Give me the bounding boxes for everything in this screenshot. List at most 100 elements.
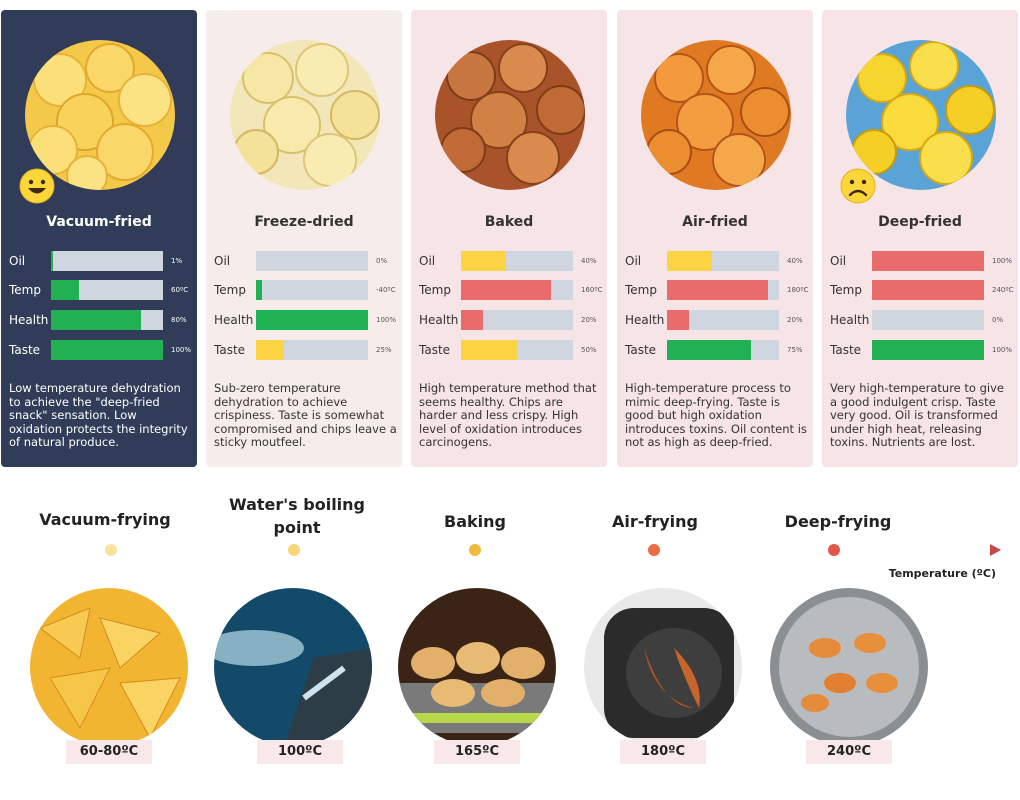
metric-bar-fill bbox=[51, 340, 163, 360]
metric-taste: Taste 100% bbox=[9, 340, 193, 362]
metric-label: Temp bbox=[214, 283, 246, 297]
metric-bar-fill bbox=[461, 251, 506, 271]
metric-value: 50% bbox=[581, 346, 597, 354]
timeline-dot bbox=[469, 544, 481, 556]
air-fryer-photo bbox=[584, 588, 742, 746]
metric-health: Health 20% bbox=[625, 310, 809, 332]
baking-oven-photo bbox=[398, 588, 556, 746]
metric-bar bbox=[872, 251, 984, 271]
vacuum-frying-photo bbox=[30, 588, 188, 746]
metric-bar bbox=[256, 280, 368, 300]
metric-oil: Oil 40% bbox=[419, 251, 603, 273]
metric-bar bbox=[667, 251, 779, 271]
metric-label: Oil bbox=[9, 254, 26, 268]
metric-bar bbox=[667, 340, 779, 360]
metric-label: Taste bbox=[9, 343, 41, 357]
card-title: Freeze-dried bbox=[254, 214, 354, 230]
temp-label-air-frying: 180ºC bbox=[620, 740, 706, 764]
metric-value: 80% bbox=[171, 316, 187, 324]
metric-bar-fill bbox=[461, 340, 517, 360]
metric-health: Health 100% bbox=[214, 310, 398, 332]
metric-value: -40ºC bbox=[376, 286, 396, 294]
metric-health: Health 20% bbox=[419, 310, 603, 332]
metric-bar bbox=[51, 310, 163, 330]
metric-bar-fill bbox=[256, 340, 284, 360]
stage-label-deep-frying: Deep-frying bbox=[784, 512, 892, 531]
air-fried-chips-photo bbox=[641, 40, 791, 190]
metric-health: Health 80% bbox=[9, 310, 193, 332]
metric-label: Taste bbox=[830, 343, 862, 357]
metric-bar bbox=[461, 340, 573, 360]
timeline-dot bbox=[648, 544, 660, 556]
metric-label: Health bbox=[419, 313, 459, 327]
metric-label: Taste bbox=[214, 343, 246, 357]
timeline-dot bbox=[288, 544, 300, 556]
metric-bar-fill bbox=[51, 280, 79, 300]
metric-label: Oil bbox=[214, 254, 231, 268]
metric-label: Taste bbox=[625, 343, 657, 357]
metric-taste: Taste 50% bbox=[419, 340, 603, 362]
metric-label: Temp bbox=[625, 283, 657, 297]
deep-fried-chips-photo bbox=[846, 40, 996, 190]
metric-value: 180ºC bbox=[787, 286, 809, 294]
timeline-axis-label: Temperature (ºC) bbox=[888, 567, 996, 580]
metric-value: 100% bbox=[992, 257, 1013, 265]
card-title: Vacuum-fried bbox=[46, 214, 152, 230]
metric-value: 75% bbox=[787, 346, 803, 354]
metric-temp: Temp 160ºC bbox=[419, 280, 603, 302]
metric-bar-fill bbox=[667, 310, 690, 330]
metric-value: 40% bbox=[581, 257, 597, 265]
metric-bar bbox=[256, 340, 368, 360]
metric-value: 40% bbox=[787, 257, 803, 265]
metric-bar-fill bbox=[667, 340, 751, 360]
card-description: Sub-zero temperature dehydration to achi… bbox=[214, 381, 397, 450]
metric-bar bbox=[51, 280, 163, 300]
card-description: Very high-temperature to give a good ind… bbox=[830, 381, 1004, 450]
temp-label-vacuum-frying: 60-80ºC bbox=[66, 740, 152, 764]
metric-value: 100% bbox=[992, 346, 1013, 354]
card-title: Air-fried bbox=[682, 214, 748, 230]
metric-bar-fill bbox=[461, 280, 551, 300]
metric-label: Oil bbox=[419, 254, 436, 268]
metric-health: Health 0% bbox=[830, 310, 1014, 332]
metric-temp: Temp -40ºC bbox=[214, 280, 398, 302]
metric-value: 20% bbox=[581, 316, 597, 324]
baked-chips-photo bbox=[435, 40, 585, 190]
metric-bar bbox=[256, 251, 368, 271]
metric-bar bbox=[667, 310, 779, 330]
stage-label-baking: Baking bbox=[444, 512, 506, 531]
boiling-kettle-photo bbox=[214, 588, 372, 746]
metric-temp: Temp 180ºC bbox=[625, 280, 809, 302]
metric-value: 0% bbox=[992, 316, 1004, 324]
card-air-fried: Air-fried Oil 40% Temp 180ºC Health 20% … bbox=[617, 10, 813, 467]
temp-label-boiling-point: 100ºC bbox=[257, 740, 343, 764]
sad-face-icon bbox=[840, 168, 876, 204]
temp-label-baking: 165ºC bbox=[434, 740, 520, 764]
timeline-dot bbox=[105, 544, 117, 556]
metric-oil: Oil 100% bbox=[830, 251, 1014, 273]
timeline-arrowhead-icon bbox=[990, 544, 1001, 556]
metric-label: Health bbox=[625, 313, 665, 327]
card-title: Baked bbox=[484, 214, 534, 230]
metric-value: 1% bbox=[171, 257, 183, 265]
metric-value: 60ºC bbox=[171, 286, 189, 294]
metric-value: 0% bbox=[376, 257, 388, 265]
metric-label: Temp bbox=[419, 283, 451, 297]
metric-label: Oil bbox=[830, 254, 847, 268]
metric-bar bbox=[872, 280, 984, 300]
metric-taste: Taste 25% bbox=[214, 340, 398, 362]
stage-label-vacuum-frying: Vacuum-frying bbox=[39, 510, 171, 529]
card-description: High-temperature process to mimic deep-f… bbox=[625, 381, 807, 450]
metric-label: Health bbox=[9, 313, 49, 327]
metric-oil: Oil 0% bbox=[214, 251, 398, 273]
metric-oil: Oil 40% bbox=[625, 251, 809, 273]
card-description: Low temperature dehydration to achieve t… bbox=[9, 381, 188, 450]
metric-bar bbox=[461, 280, 573, 300]
card-freeze-dried: Freeze-dried Oil 0% Temp -40ºC Health 10… bbox=[206, 10, 402, 467]
temperature-timeline bbox=[105, 544, 1001, 556]
timeline-dot bbox=[828, 544, 840, 556]
metric-bar-fill bbox=[667, 251, 712, 271]
metric-bar-fill bbox=[667, 280, 768, 300]
metric-bar bbox=[872, 310, 984, 330]
card-title: Deep-fried bbox=[878, 214, 962, 230]
